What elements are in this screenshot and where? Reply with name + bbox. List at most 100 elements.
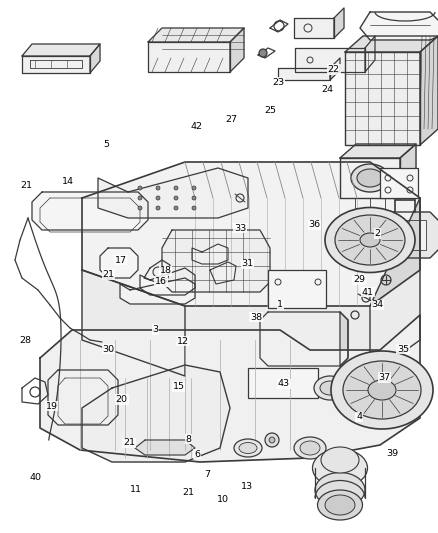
Polygon shape	[294, 18, 334, 38]
Ellipse shape	[300, 441, 320, 455]
Polygon shape	[98, 168, 248, 218]
Polygon shape	[345, 36, 438, 52]
Polygon shape	[48, 370, 118, 425]
Ellipse shape	[234, 439, 262, 457]
Circle shape	[156, 186, 160, 190]
Text: 19: 19	[46, 402, 58, 410]
Text: 37: 37	[378, 373, 391, 382]
Polygon shape	[260, 312, 348, 366]
Polygon shape	[358, 212, 438, 258]
Polygon shape	[345, 52, 420, 145]
Polygon shape	[100, 248, 138, 278]
Polygon shape	[82, 365, 230, 462]
Text: 27: 27	[225, 116, 237, 124]
Ellipse shape	[351, 164, 389, 192]
Text: 24: 24	[321, 85, 334, 94]
Text: 43: 43	[278, 379, 290, 388]
Text: 35: 35	[397, 345, 409, 353]
Text: 39: 39	[386, 449, 398, 457]
Polygon shape	[90, 44, 100, 73]
Circle shape	[192, 196, 196, 200]
Ellipse shape	[331, 351, 433, 429]
Text: 29: 29	[353, 276, 365, 284]
Polygon shape	[148, 42, 230, 72]
Text: 30: 30	[102, 345, 115, 353]
Circle shape	[138, 196, 142, 200]
Polygon shape	[340, 312, 348, 366]
Text: 21: 21	[102, 270, 115, 279]
Circle shape	[265, 433, 279, 447]
Circle shape	[138, 206, 142, 210]
Polygon shape	[230, 28, 244, 72]
Text: 33: 33	[234, 224, 246, 232]
Polygon shape	[210, 262, 236, 284]
Ellipse shape	[320, 381, 340, 395]
Text: 15: 15	[173, 382, 185, 391]
Text: 6: 6	[194, 450, 200, 458]
Text: 12: 12	[177, 337, 189, 345]
Text: 34: 34	[371, 301, 384, 309]
Circle shape	[192, 206, 196, 210]
Circle shape	[156, 196, 160, 200]
Polygon shape	[22, 44, 100, 56]
Polygon shape	[340, 158, 400, 198]
Ellipse shape	[318, 490, 363, 520]
Polygon shape	[120, 278, 195, 304]
Ellipse shape	[368, 380, 396, 400]
Ellipse shape	[360, 233, 380, 247]
Polygon shape	[148, 28, 244, 42]
Text: 40: 40	[30, 473, 42, 481]
Circle shape	[138, 186, 142, 190]
Polygon shape	[22, 56, 90, 73]
Polygon shape	[82, 270, 185, 376]
Polygon shape	[40, 315, 420, 462]
Ellipse shape	[357, 169, 383, 187]
Ellipse shape	[321, 447, 359, 473]
Ellipse shape	[325, 207, 415, 272]
Circle shape	[174, 206, 178, 210]
Text: 16: 16	[155, 277, 167, 286]
Circle shape	[156, 206, 160, 210]
Text: 13: 13	[241, 482, 254, 490]
Text: 36: 36	[308, 221, 321, 229]
Polygon shape	[420, 36, 438, 145]
Polygon shape	[295, 48, 365, 72]
Ellipse shape	[294, 437, 326, 459]
Ellipse shape	[315, 472, 365, 507]
Text: 21: 21	[182, 488, 194, 497]
Text: 25: 25	[265, 107, 277, 115]
Text: 17: 17	[114, 256, 127, 264]
Polygon shape	[330, 58, 340, 80]
Polygon shape	[82, 162, 420, 306]
Text: 14: 14	[62, 177, 74, 185]
Text: 20: 20	[116, 395, 128, 404]
Text: 38: 38	[250, 313, 262, 321]
Ellipse shape	[343, 361, 421, 419]
Circle shape	[174, 186, 178, 190]
Circle shape	[174, 196, 178, 200]
Polygon shape	[372, 220, 426, 250]
Polygon shape	[82, 270, 420, 376]
Ellipse shape	[335, 215, 405, 265]
Text: 8: 8	[185, 435, 191, 443]
Text: 42: 42	[190, 123, 202, 131]
Ellipse shape	[312, 449, 367, 487]
Circle shape	[192, 186, 196, 190]
Polygon shape	[365, 36, 375, 72]
Circle shape	[259, 49, 267, 57]
Text: 31: 31	[241, 260, 254, 268]
Polygon shape	[135, 440, 195, 455]
Text: 23: 23	[272, 78, 284, 87]
Text: 1: 1	[277, 301, 283, 309]
Bar	[268, 270, 326, 308]
Text: 5: 5	[103, 141, 109, 149]
Polygon shape	[334, 8, 344, 38]
Text: 2: 2	[374, 229, 381, 238]
Ellipse shape	[239, 442, 257, 454]
Ellipse shape	[325, 495, 355, 515]
Text: 22: 22	[328, 65, 340, 74]
Polygon shape	[400, 144, 416, 198]
Polygon shape	[278, 68, 330, 80]
Polygon shape	[192, 244, 228, 264]
Ellipse shape	[314, 376, 346, 400]
